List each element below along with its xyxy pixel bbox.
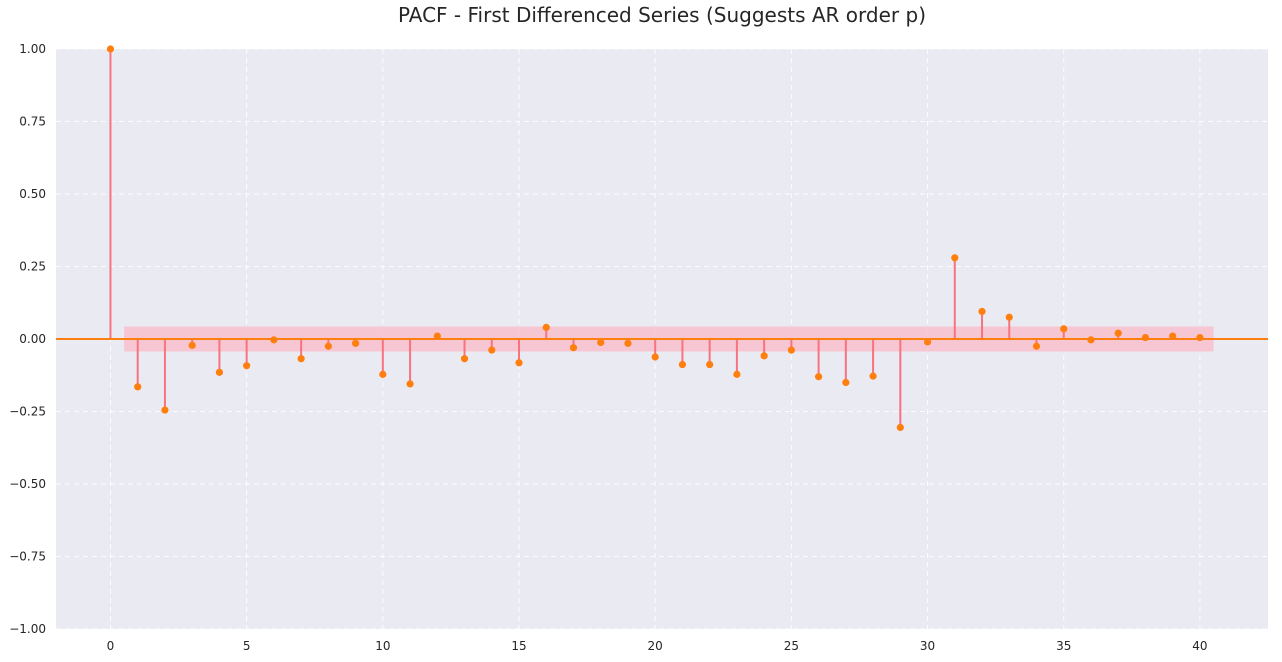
chart-title: PACF - First Differenced Series (Suggest… xyxy=(398,3,926,27)
data-point xyxy=(243,362,251,370)
data-point xyxy=(651,353,659,361)
data-point xyxy=(215,368,224,376)
data-point xyxy=(161,406,169,414)
data-point xyxy=(678,360,687,369)
y-tick-label: −0.25 xyxy=(9,405,46,419)
data-point xyxy=(815,373,823,381)
data-point xyxy=(134,383,142,391)
data-point xyxy=(760,352,768,360)
data-point xyxy=(106,45,115,53)
data-point xyxy=(542,323,550,331)
x-tick-label: 10 xyxy=(375,639,390,653)
data-point xyxy=(324,342,332,350)
data-point xyxy=(597,338,605,347)
data-point xyxy=(351,339,360,347)
y-tick-label: 0.25 xyxy=(19,260,46,274)
data-point xyxy=(1060,325,1068,333)
x-tick-label: 25 xyxy=(784,639,799,653)
data-point xyxy=(896,423,904,432)
x-tick-label: 40 xyxy=(1192,639,1207,653)
data-point xyxy=(951,254,959,262)
x-tick-label: 5 xyxy=(243,639,251,653)
data-point xyxy=(406,380,414,388)
data-point xyxy=(733,370,741,378)
data-point xyxy=(923,338,932,346)
x-tick-label: 35 xyxy=(1056,639,1071,653)
data-point xyxy=(1032,342,1041,350)
data-point xyxy=(1114,329,1122,337)
y-tick-labels: −1.00 −0.75 −0.50 −0.25 0.00 0.25 0.50 0.75 1.00 xyxy=(9,42,46,636)
x-tick-label: 30 xyxy=(920,639,935,653)
x-tick-label: 0 xyxy=(107,639,115,653)
data-point xyxy=(515,359,523,367)
data-point xyxy=(1141,333,1150,342)
data-point xyxy=(188,341,196,349)
data-point xyxy=(270,336,278,344)
data-point xyxy=(842,378,850,387)
data-point xyxy=(869,372,877,380)
data-point xyxy=(706,360,714,369)
data-point xyxy=(1169,332,1177,340)
data-point xyxy=(569,344,578,352)
data-point xyxy=(1087,336,1095,344)
x-tick-label: 20 xyxy=(648,639,663,653)
marker-layer xyxy=(106,45,1204,432)
data-point xyxy=(787,346,795,354)
y-tick-label: 0.75 xyxy=(19,115,46,129)
y-tick-label: −0.75 xyxy=(9,550,46,564)
data-point xyxy=(624,339,632,347)
y-tick-label: 1.00 xyxy=(19,42,46,56)
y-tick-label: 0.00 xyxy=(19,332,46,346)
data-point xyxy=(433,332,441,340)
data-point xyxy=(460,355,469,363)
data-point xyxy=(488,346,496,354)
y-tick-label: −1.00 xyxy=(9,622,46,636)
data-point xyxy=(978,307,986,316)
data-point xyxy=(1196,333,1204,342)
data-point xyxy=(297,355,305,363)
data-point xyxy=(1005,313,1013,321)
data-point xyxy=(379,370,387,378)
y-tick-label: −0.50 xyxy=(9,477,46,491)
y-tick-label: 0.50 xyxy=(19,187,46,201)
x-tick-label: 15 xyxy=(511,639,526,653)
x-tick-labels: 0 5 10 15 20 25 30 35 40 xyxy=(107,639,1208,653)
